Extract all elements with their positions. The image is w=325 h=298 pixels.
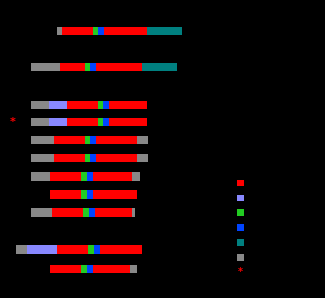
Bar [50,172,81,181]
Bar [147,27,182,35]
Bar [87,172,93,181]
Bar [83,208,89,217]
Bar [237,180,244,186]
Bar [50,265,81,273]
Bar [31,172,50,181]
Bar [132,208,135,217]
Bar [57,245,88,254]
Bar [60,63,84,71]
Bar [49,101,67,109]
Bar [142,63,177,71]
Bar [237,224,244,231]
Bar [81,190,87,199]
Bar [90,136,96,144]
Bar [96,154,137,162]
Bar [31,101,49,109]
Bar [237,195,244,201]
Bar [81,265,87,273]
Bar [93,190,137,199]
Bar [67,101,98,109]
Text: *: * [9,117,15,127]
Bar [87,190,93,199]
Bar [90,63,96,71]
Bar [109,118,147,126]
Bar [57,27,62,35]
Bar [81,172,87,181]
Bar [237,209,244,216]
Bar [84,154,90,162]
Bar [87,265,93,273]
Bar [31,118,49,126]
Bar [50,190,81,199]
Bar [89,208,95,217]
Bar [84,136,90,144]
Bar [96,63,142,71]
Bar [98,101,103,109]
Bar [94,245,100,254]
Bar [96,136,137,144]
Bar [137,136,148,144]
Bar [100,245,142,254]
Bar [84,63,90,71]
Bar [52,208,83,217]
Bar [43,245,57,254]
Bar [54,136,84,144]
Bar [93,172,132,181]
Bar [98,27,104,35]
Bar [237,254,244,261]
Bar [54,154,84,162]
Bar [130,265,137,273]
Bar [62,27,93,35]
Bar [88,245,94,254]
Bar [67,118,98,126]
Bar [98,118,103,126]
Bar [104,27,147,35]
Bar [237,239,244,246]
Bar [31,136,54,144]
Bar [95,208,132,217]
Bar [132,172,140,181]
Bar [49,118,67,126]
Bar [31,208,52,217]
Bar [16,245,27,254]
Bar [90,154,96,162]
Bar [27,245,43,254]
Bar [103,118,109,126]
Bar [93,27,98,35]
Text: *: * [238,267,243,277]
Bar [137,154,148,162]
Bar [103,101,109,109]
Bar [31,154,54,162]
Bar [31,63,60,71]
Bar [109,101,147,109]
Bar [93,265,130,273]
